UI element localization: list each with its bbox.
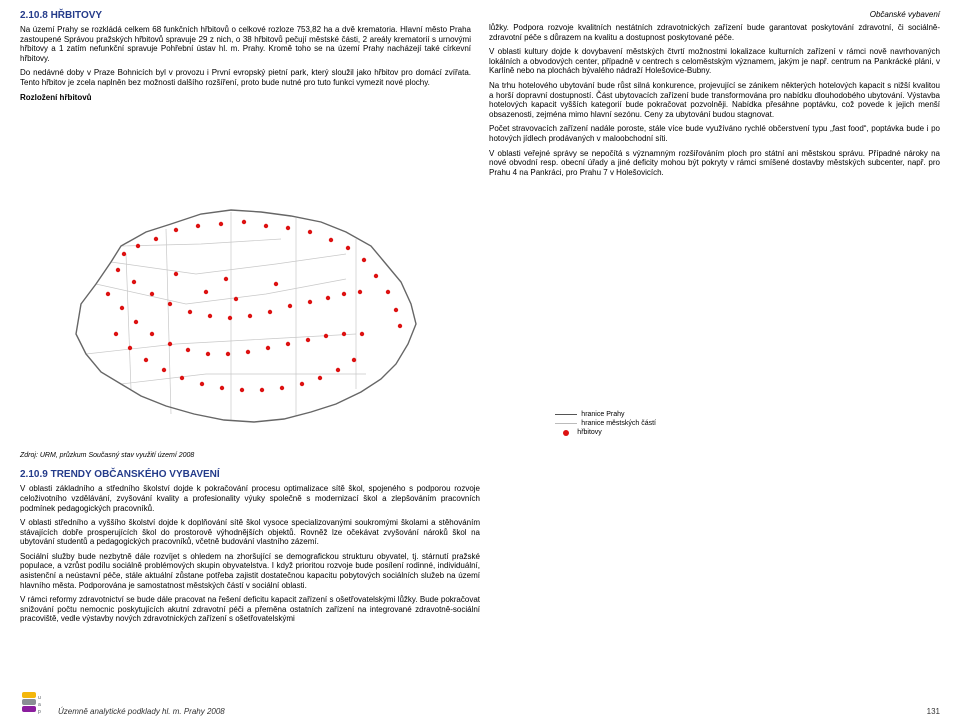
legend-label-cemetery: hřbitovy [577,429,602,436]
cemetery-dot [168,342,172,346]
cemetery-dot [174,272,178,276]
left-p1: Na území Prahy se rozkládá celkem 68 fun… [20,25,471,63]
cemetery-dot [398,324,402,328]
cemetery-dot [342,292,346,296]
cemetery-dot [228,316,232,320]
cemetery-dot [186,348,190,352]
cemetery-dot [324,334,328,338]
footer-logo: u a p [20,692,48,716]
cemetery-dot [286,342,290,346]
cemetery-dot [358,290,362,294]
cemetery-dot [386,290,390,294]
legend-swatch-districts [555,423,577,424]
cemetery-dot [242,220,246,224]
map-source: Zdroj: URM, průzkum Současný stav využit… [20,452,940,459]
legend-swatch-cemetery [563,430,569,436]
cemetery-dot [226,352,230,356]
cemetery-dot [374,274,378,278]
trends-p3: Sociální služby bude nezbytně dále rozví… [20,552,480,590]
trends-p2: V oblasti středního a vyššího školství d… [20,518,480,547]
section-title-trends: 2.10.9 TRENDY OBČANSKÉHO VYBAVENÍ [20,469,940,480]
cemetery-dot [134,320,138,324]
cemetery-dot [308,300,312,304]
cemetery-dot [266,346,270,350]
right-p3: Počet stravovacích zařízení nadále poros… [489,124,940,143]
cemetery-dot [260,388,264,392]
cemetery-dot [326,296,330,300]
page-footer: u a p Územně analytické podklady hl. m. … [20,692,940,716]
cemetery-dot [318,376,322,380]
cemetery-dot [224,277,228,281]
right-p4: V oblasti veřejné správy se nepočítá s v… [489,149,940,178]
svg-text:p: p [38,709,41,715]
cemetery-dot [154,237,158,241]
trends-p4: V rámci reformy zdravotnictví se bude dá… [20,595,480,624]
page-number: 131 [927,707,940,716]
cemetery-dot [234,297,238,301]
cemetery-dot [144,358,148,362]
cemetery-dot [120,306,124,310]
footer-title: Územně analytické podklady hl. m. Prahy … [48,707,927,716]
legend-label-districts: hranice městských částí [581,420,656,427]
cemetery-dot [114,332,118,336]
cemetery-dot [264,224,268,228]
header-right-label: Občanské vybavení [489,10,940,19]
cemetery-dot [346,246,350,250]
cemetery-dot [204,290,208,294]
cemetery-dot [274,282,278,286]
cemetery-dot [150,292,154,296]
cemetery-dot [248,314,252,318]
cemetery-dot [268,310,272,314]
legend-swatch-boundary [555,414,577,415]
cemetery-dot [286,226,290,230]
cemetery-dot [280,386,284,390]
cemetery-dot [196,224,200,228]
cemetery-dot [246,350,250,354]
svg-text:a: a [38,702,41,708]
cemetery-dot [342,332,346,336]
cemetery-dot [188,310,192,314]
cemetery-dot [136,244,140,248]
cemetery-dot [220,386,224,390]
cemetery-dot [362,258,366,262]
cemetery-dot [352,358,356,362]
right-p1: V oblasti kultury dojde k dovybavení měs… [489,47,940,76]
right-p2: Na trhu hotelového ubytování bude růst s… [489,81,940,119]
legend-label-boundary: hranice Prahy [581,411,624,418]
cemetery-dot [288,304,292,308]
cemetery-map: hranice Prahy hranice městských částí hř… [26,184,446,444]
cemetery-dot [329,238,333,242]
cemetery-dot [394,308,398,312]
cemetery-dot [219,222,223,226]
cemetery-dot [308,230,312,234]
cemetery-dot [208,314,212,318]
cemetery-dot [360,332,364,336]
cemetery-dot [206,352,210,356]
cemetery-dot [128,346,132,350]
cemetery-dot [180,376,184,380]
cemetery-dot [122,252,126,256]
map-heading: Rozložení hřbitovů [20,93,471,102]
trends-p1: V oblasti základního a středního školstv… [20,484,480,513]
cemetery-dot [106,292,110,296]
cemetery-dot [336,368,340,372]
cemetery-dot [240,388,244,392]
svg-text:u: u [38,695,41,701]
cemetery-dot [174,228,178,232]
cemetery-dot [200,382,204,386]
map-legend: hranice Prahy hranice městských částí hř… [555,411,656,438]
right-p0: lůžky. Podpora rozvoje kvalitních nestát… [489,23,940,42]
section-title-cemeteries: 2.10.8 HŘBITOVY [20,10,471,21]
left-p2: Do nedávné doby v Praze Bohnicích byl v … [20,68,471,87]
cemetery-dot [168,302,172,306]
cemetery-dot [300,382,304,386]
cemetery-dot [150,332,154,336]
cemetery-dot [132,280,136,284]
cemetery-dot [162,368,166,372]
cemetery-dot [116,268,120,272]
cemetery-dot [306,338,310,342]
